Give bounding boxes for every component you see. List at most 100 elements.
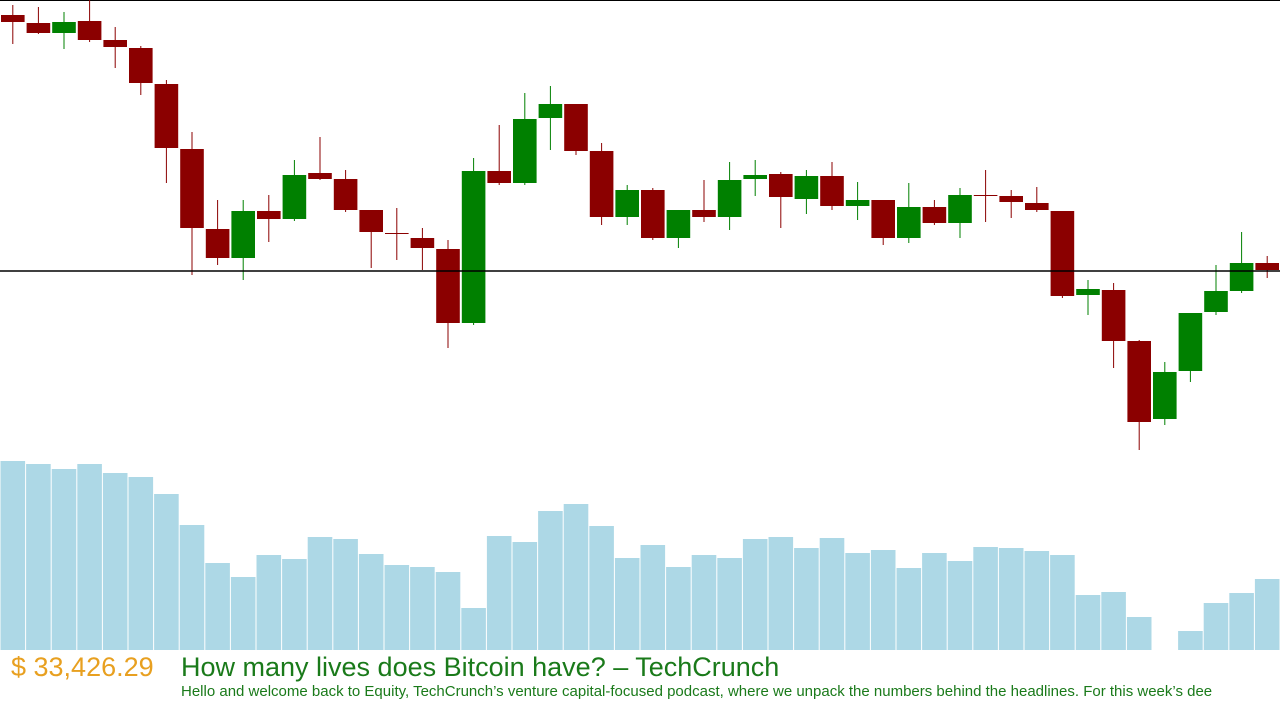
volume-bar	[845, 553, 870, 650]
volume-bar	[154, 494, 179, 650]
volume-bar	[947, 561, 973, 650]
volume-bar	[0, 461, 26, 650]
candle-body	[154, 84, 179, 148]
candle-body	[461, 171, 486, 323]
candle-body	[1050, 211, 1075, 296]
candle-body	[641, 190, 665, 238]
volume-bar	[1203, 603, 1229, 650]
volume-bar	[563, 504, 589, 650]
candle-body	[103, 40, 127, 47]
volume-bar	[819, 538, 845, 650]
volume-bar	[922, 553, 947, 650]
candle-body	[231, 211, 255, 258]
volume-bar	[358, 554, 384, 650]
volume-bar	[486, 536, 512, 650]
candle-body	[410, 238, 435, 248]
volume-bar	[973, 547, 998, 650]
volume-bar	[691, 555, 717, 650]
candle-body	[794, 176, 819, 199]
candle-body	[1204, 291, 1228, 312]
candle-body	[973, 195, 998, 196]
candle-body	[897, 207, 921, 238]
candle-body	[871, 200, 895, 238]
candle-body	[1127, 341, 1151, 422]
volume-bar	[307, 537, 333, 650]
candle-body	[564, 104, 588, 151]
candle-body	[820, 176, 844, 206]
volume-bar	[1024, 551, 1050, 650]
candle-body	[26, 23, 51, 33]
volume-bar	[26, 464, 51, 650]
candle-body	[538, 104, 563, 118]
volume-bar	[128, 477, 154, 650]
candle-body	[589, 151, 614, 217]
volume-bar	[410, 567, 435, 650]
candle-body	[743, 175, 767, 179]
candle-body	[1101, 290, 1126, 341]
volume-bar	[435, 572, 461, 650]
candle-body	[436, 249, 460, 323]
price: $ 33,426.29	[11, 652, 154, 682]
volume-bar	[77, 464, 102, 650]
chart	[0, 0, 1280, 650]
candle-body	[769, 174, 793, 197]
candle-body	[692, 210, 716, 217]
volume-bar	[256, 555, 282, 650]
volume-bar	[333, 539, 358, 650]
volume-bar	[384, 565, 410, 650]
volume-bar	[1126, 617, 1152, 650]
candle-body	[1025, 203, 1049, 210]
candle-body	[845, 200, 870, 206]
volume-bar	[768, 537, 794, 650]
volume-bar	[102, 473, 128, 650]
candle-body	[487, 171, 511, 183]
candle-body	[129, 48, 153, 83]
candle-body	[1229, 263, 1254, 291]
volume-bar	[666, 567, 691, 650]
volume-bar	[512, 542, 538, 650]
candle-body	[615, 190, 639, 217]
volume-bar	[51, 469, 77, 650]
candle-body	[922, 207, 947, 223]
candle-body	[52, 22, 76, 33]
candle-body	[666, 210, 691, 238]
candle-body	[999, 196, 1023, 202]
volume-bar	[205, 563, 230, 650]
candle-body	[205, 229, 230, 258]
volume-bar	[870, 550, 896, 650]
candle-body	[1076, 289, 1100, 295]
volume-bar	[538, 511, 563, 650]
volume-bar	[1075, 595, 1101, 650]
candle-body	[513, 119, 537, 183]
volume-bar	[179, 525, 205, 650]
candle-body	[282, 175, 307, 219]
volume-bar	[614, 558, 640, 650]
candle-body	[308, 173, 332, 179]
volume-bar	[998, 548, 1024, 650]
candle-body	[333, 179, 358, 210]
volume-bar	[230, 577, 256, 650]
headline[interactable]: How many lives does Bitcoin have? – Tech…	[181, 652, 780, 682]
volume-bar	[794, 548, 819, 650]
volume-bar	[1101, 592, 1126, 650]
candle-body	[717, 180, 742, 217]
volume-bar	[589, 526, 614, 650]
candle-body	[948, 195, 972, 223]
candle-body	[77, 21, 102, 40]
volume-bar	[742, 539, 768, 650]
candle-body	[1178, 313, 1203, 371]
volume-bar	[896, 568, 922, 650]
volume-bar	[640, 545, 666, 650]
volume-bar	[1178, 631, 1203, 650]
candle-body	[1153, 372, 1177, 419]
candle-body	[359, 210, 383, 232]
volume-bar	[1050, 555, 1075, 650]
volume-bar	[717, 558, 742, 650]
volume-bar	[1254, 579, 1280, 650]
volume-bar	[282, 559, 307, 650]
volume-bar	[461, 608, 486, 650]
description: Hello and welcome back to Equity, TechCr…	[181, 683, 1213, 700]
candle-body	[1255, 263, 1279, 270]
volume-bar	[1229, 593, 1254, 650]
candle-body	[1, 15, 25, 22]
